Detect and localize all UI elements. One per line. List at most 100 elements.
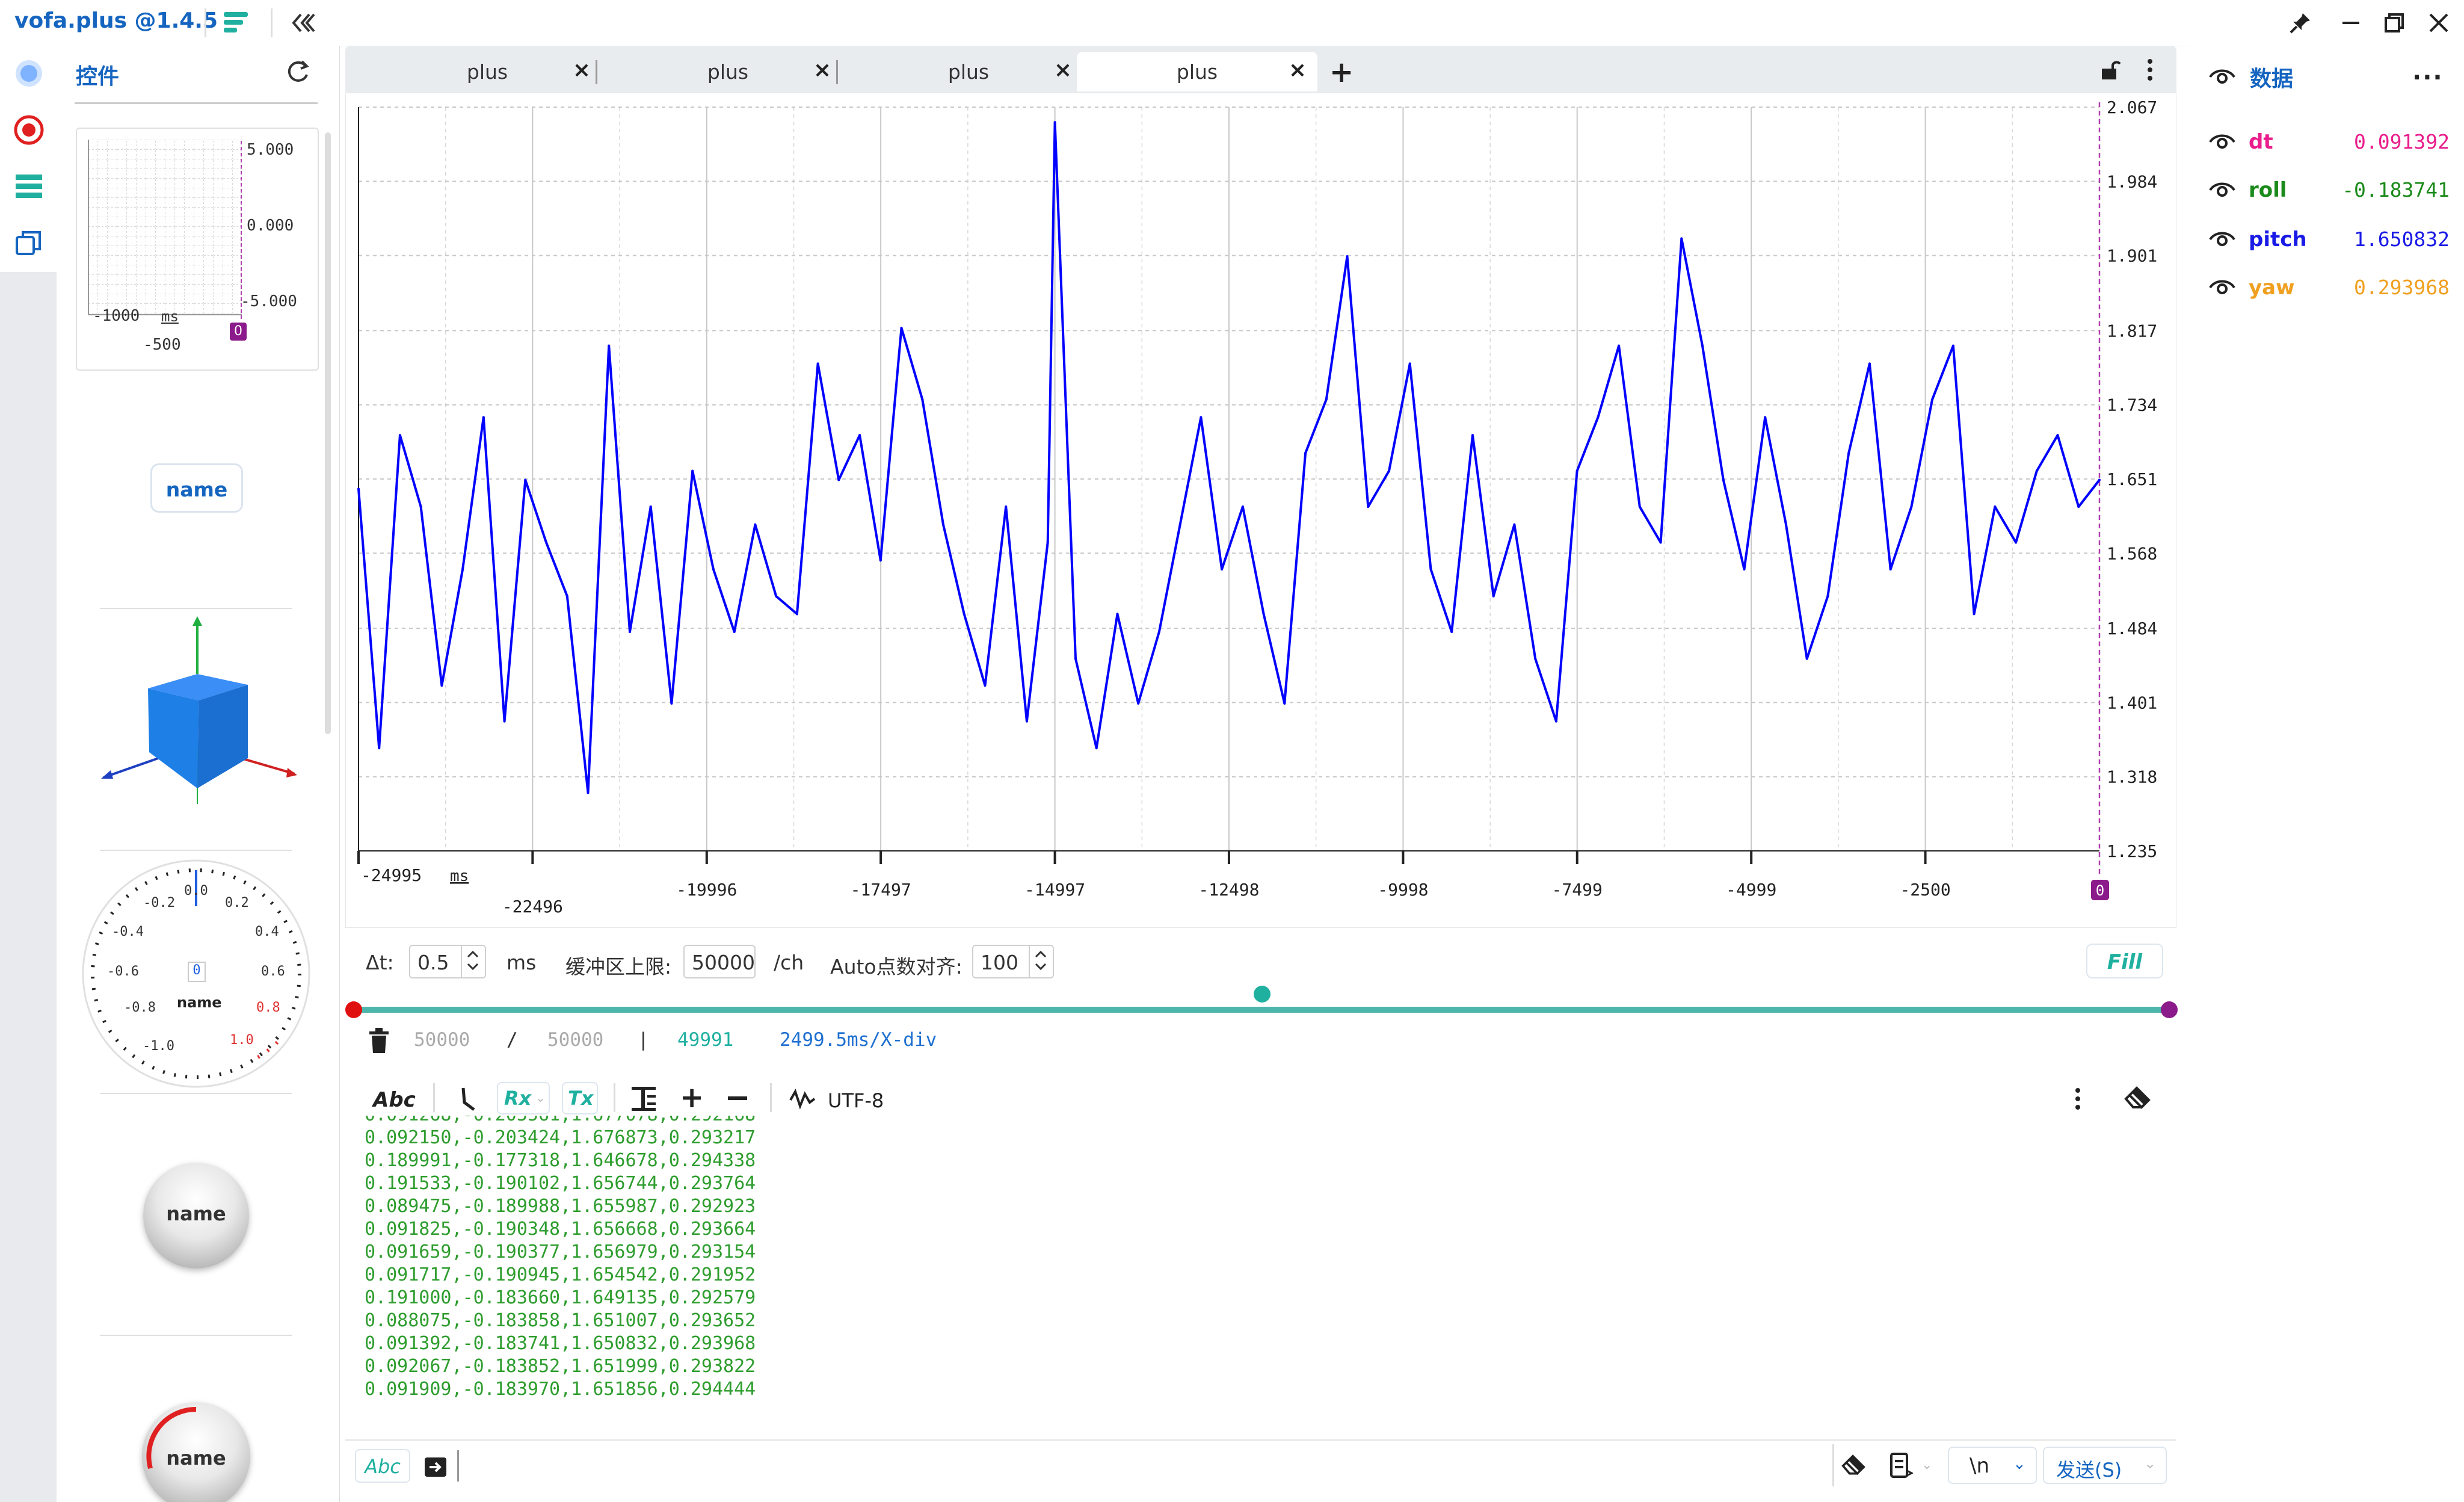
eye-icon[interactable] <box>2209 229 2235 248</box>
tab-close-icon[interactable]: × <box>572 58 591 82</box>
knob-widget[interactable]: name <box>142 1402 250 1502</box>
tab-plus-3[interactable]: plus × <box>854 52 1083 91</box>
series-point <box>1951 344 1954 347</box>
dt-label: Δt: <box>366 951 394 974</box>
add-tab-icon[interactable]: + <box>1329 55 1354 89</box>
record-icon[interactable] <box>12 113 46 147</box>
tab-label: plus <box>1176 60 1218 84</box>
data-row-roll[interactable]: roll -0.183741 <box>2209 172 2450 208</box>
collapse-icon[interactable] <box>288 8 316 40</box>
series-point <box>357 487 360 490</box>
send-history-icon[interactable] <box>1889 1453 1914 1482</box>
eye-icon[interactable] <box>2209 179 2235 199</box>
menu-lines-icon[interactable] <box>223 10 250 40</box>
send-abc-toggle[interactable]: Abc <box>355 1449 410 1483</box>
eye-icon[interactable] <box>2209 66 2235 88</box>
widget-divider <box>100 850 292 851</box>
y-tick-label: 1.817 <box>2107 321 2157 341</box>
series-point <box>1701 344 1704 347</box>
widgets-icon[interactable] <box>12 226 46 260</box>
console-output[interactable]: 0.091268,-0.205561,1.677078,0.292168 0.0… <box>365 1116 1568 1429</box>
data-row-value: 0.293968 <box>2354 276 2450 299</box>
text-format-icon[interactable] <box>630 1086 657 1114</box>
pin-icon[interactable] <box>2288 11 2312 37</box>
data-row-pitch[interactable]: pitch 1.650832 <box>2209 221 2450 258</box>
range-slider-center-handle[interactable] <box>1254 986 1270 1003</box>
dt-input[interactable]: 0.5 <box>409 945 486 978</box>
auto-align-label: Auto点数对齐: <box>830 955 962 978</box>
3d-attitude-widget[interactable] <box>96 614 301 806</box>
zoom-out-icon[interactable] <box>728 1096 747 1100</box>
trash-icon[interactable] <box>368 1028 390 1057</box>
series-point <box>1137 702 1140 705</box>
waveform-chart[interactable]: 2.067 1.984 1.901 1.817 1.734 1.651 1.568 1.484… <box>345 93 2176 928</box>
name-button-widget[interactable]: name <box>150 463 243 513</box>
range-slider-left-handle[interactable] <box>345 1001 362 1018</box>
tab-plus-1[interactable]: plus × <box>373 52 602 91</box>
send-button[interactable]: 发送(S) ⌄ <box>2043 1447 2167 1484</box>
mini-x-label: -500 <box>143 336 181 354</box>
series-point <box>1784 523 1787 526</box>
encoding-selector[interactable]: UTF-8 <box>828 1089 884 1112</box>
tab-close-icon[interactable]: × <box>813 58 831 82</box>
auto-align-input[interactable]: 100 <box>972 945 1054 978</box>
dt-unit: ms <box>507 951 537 974</box>
buffer-limit-input[interactable]: 50000 <box>683 945 756 978</box>
mini-y-label: -5.000 <box>241 292 297 311</box>
panel-scrollbar[interactable] <box>325 132 331 734</box>
more-vertical-icon[interactable] <box>2145 58 2155 84</box>
series-point <box>503 720 506 723</box>
series-point <box>1005 505 1008 508</box>
tab-label: plus <box>466 60 508 84</box>
dt-spinner-icon[interactable] <box>461 945 485 978</box>
console-more-icon[interactable] <box>2073 1087 2083 1113</box>
tab-close-icon[interactable]: × <box>1053 58 1072 82</box>
eye-icon[interactable] <box>2209 277 2235 296</box>
zoom-in-icon[interactable]: + <box>680 1081 704 1114</box>
chevron-down-icon[interactable]: ⌄ <box>1921 1457 1933 1473</box>
clear-console-icon[interactable] <box>2124 1086 2151 1114</box>
fill-button[interactable]: Fill <box>2086 944 2163 978</box>
minimize-icon[interactable] <box>2339 11 2363 37</box>
series-point <box>1805 657 1808 660</box>
mini-waveform-widget[interactable]: 5.000 0.000 -5.000 -1000 ms -500 0 <box>76 128 319 371</box>
knob-widget[interactable]: name <box>143 1163 249 1269</box>
newline-selector[interactable]: \n ⌄ <box>1948 1447 2037 1484</box>
send-file-icon[interactable] <box>424 1455 448 1482</box>
x-tick-label: -19996 <box>676 880 737 900</box>
connection-status-icon[interactable] <box>12 57 46 90</box>
refresh-icon[interactable] <box>284 58 312 88</box>
data-row-dt[interactable]: dt 0.091392 <box>2209 124 2450 160</box>
close-icon[interactable] <box>2427 11 2451 37</box>
console-abc-toggle[interactable]: Abc <box>373 1088 416 1112</box>
rx-toggle[interactable]: Rx ⌄ <box>497 1082 550 1114</box>
list-icon[interactable] <box>12 170 46 203</box>
tab-plus-4-active[interactable]: plus × <box>1077 52 1317 91</box>
restore-icon[interactable] <box>2382 11 2406 37</box>
send-input[interactable] <box>469 1448 1829 1484</box>
y-tick-label: 1.235 <box>2107 841 2157 861</box>
series-point <box>1554 720 1557 723</box>
more-horizontal-icon[interactable]: ··· <box>2412 64 2444 91</box>
series-point <box>608 344 611 347</box>
toolbar-divider <box>770 1083 772 1112</box>
series-point <box>1241 505 1244 508</box>
tab-close-icon[interactable]: × <box>1288 58 1307 82</box>
series-point <box>1053 121 1056 124</box>
x-tick-label: -17497 <box>851 880 911 900</box>
x-tick-label: -14997 <box>1024 880 1085 900</box>
tx-toggle[interactable]: Tx <box>562 1082 598 1114</box>
buffer-limit-label: 缓冲区上限: <box>565 955 672 978</box>
data-row-yaw[interactable]: yaw 0.293968 <box>2209 270 2450 306</box>
timestamp-icon[interactable] <box>458 1086 476 1114</box>
waveform-icon[interactable] <box>789 1088 816 1112</box>
auto-align-spinner-icon[interactable] <box>1029 945 1053 978</box>
range-slider-right-handle[interactable] <box>2161 1001 2178 1018</box>
clear-send-icon[interactable] <box>1841 1454 1866 1480</box>
range-slider-track[interactable] <box>355 1007 2169 1013</box>
gauge-widget[interactable]: -1.0 -0.8 -0.6 -0.4 -0.2 0.0 0.2 0.4 0.6… <box>81 858 312 1089</box>
tab-plus-2[interactable]: plus × <box>614 52 842 91</box>
series-point <box>712 568 715 571</box>
eye-icon[interactable] <box>2209 131 2235 150</box>
lock-icon[interactable] <box>2099 59 2121 83</box>
